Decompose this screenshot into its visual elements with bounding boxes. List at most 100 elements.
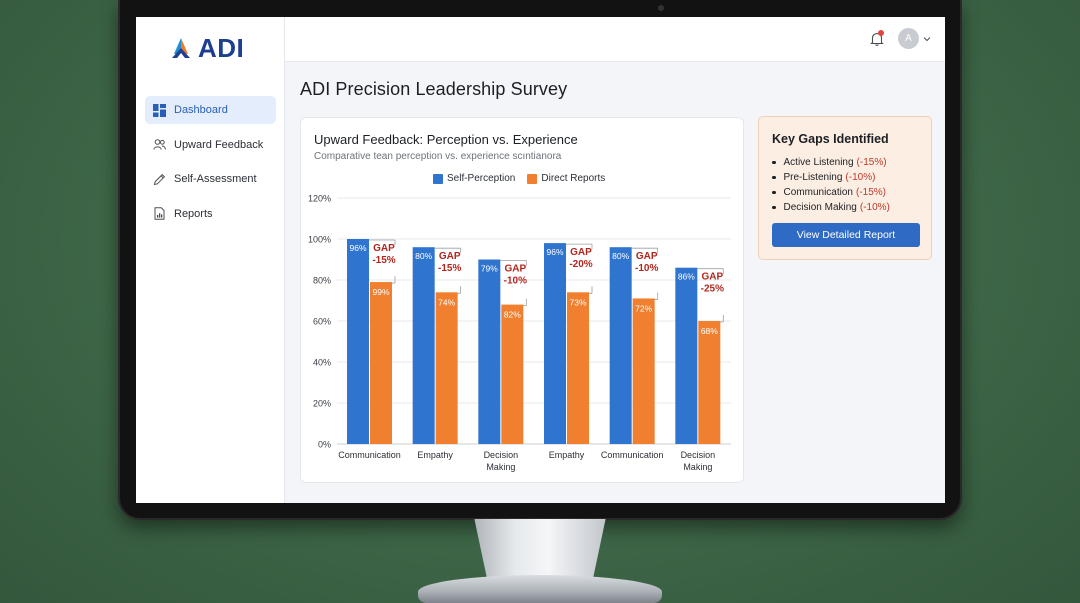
report-icon (154, 207, 165, 220)
gap-label: GAP (504, 264, 526, 275)
data-label-direct-reports: 72% (635, 303, 652, 313)
webcam (658, 5, 664, 11)
brand-logo[interactable]: ADI (168, 33, 244, 64)
legend-swatch (433, 173, 443, 184)
gap-bracket (500, 260, 527, 306)
legend-swatch (527, 173, 538, 184)
gap-pct: (-10%) (845, 172, 876, 183)
dashboard-icon (153, 103, 166, 117)
sidebar: ADI Dashboard Upward Feedbac (136, 17, 285, 503)
bar-direct-reports (632, 298, 655, 444)
legend-item-direct-reports[interactable]: Direct Reports (527, 173, 605, 184)
x-tick-label: Empathy (549, 450, 585, 460)
sidebar-nav: Dashboard Upward Feedback Self-Assessmen… (145, 96, 276, 234)
bar-direct-reports (567, 292, 589, 444)
gap-pct: (-15%) (855, 187, 886, 198)
chevron-down-icon[interactable] (923, 35, 931, 43)
legend-item-self-perception[interactable]: Self-Perception (433, 173, 515, 184)
data-label-self-perception: 86% (678, 272, 695, 282)
data-label-self-perception: 80% (612, 251, 629, 261)
chart-card: Upward Feedback: Perception vs. Experien… (300, 117, 744, 483)
data-label-direct-reports: 68% (701, 326, 718, 336)
brand-name: ADI (198, 33, 245, 63)
gap-value: -10% (504, 276, 527, 287)
data-label-self-perception: 96% (349, 243, 366, 253)
key-gaps-card: Key Gaps Identified Active Listening (-15… (758, 116, 932, 260)
x-tick-label: Communication (601, 450, 664, 460)
list-item: Active Listening (-15%) (772, 155, 890, 170)
sidebar-item-label: Upward Feedback (174, 138, 264, 151)
chart-subtitle: Comparative tean perception vs. experien… (314, 151, 562, 162)
monitor-base (418, 575, 662, 603)
sidebar-item-label: Self-Assessment (174, 173, 257, 185)
gap-value: -15% (438, 263, 461, 274)
sidebar-item-reports[interactable]: Reports (145, 200, 276, 228)
bullet (772, 190, 776, 195)
bar-chart: 0%20%40%60%80%100%120%96%99%GAP-15%Commu… (308, 194, 731, 472)
gap-bracket (697, 268, 724, 323)
gap-bracket (434, 247, 462, 294)
bar-direct-reports (370, 282, 392, 444)
notification-badge (878, 30, 884, 36)
x-tick-label: Decision (484, 450, 519, 460)
top-bar: A (285, 17, 945, 62)
page-title: ADI Precision Leadership Survey (300, 79, 568, 99)
list-item: Decision Making (-10%) (772, 200, 890, 215)
x-tick-label: Decision (681, 450, 716, 460)
gap-value: -10% (635, 263, 658, 274)
adi-logo-icon (172, 37, 190, 58)
key-gaps-title: Key Gaps Identified (772, 132, 889, 146)
sidebar-item-label: Dashboard (174, 104, 228, 116)
bell-icon[interactable] (869, 31, 885, 47)
screen: ADI Dashboard Upward Feedbac (136, 17, 945, 503)
data-label-self-perception: 79% (481, 264, 498, 274)
data-label-direct-reports: 82% (504, 310, 521, 320)
sidebar-item-self-assessment[interactable]: Self-Assessment (145, 165, 276, 193)
key-gaps-list: Active Listening (-15%) Pre-Listening (-10… (772, 155, 890, 215)
gap-label: GAP (636, 251, 658, 262)
list-item: Communication (-15%) (772, 185, 890, 200)
bar-direct-reports (501, 304, 524, 444)
monitor-stand (474, 519, 606, 581)
data-label-self-perception: 80% (415, 251, 432, 261)
view-detailed-report-button[interactable]: View Detailed Report (772, 223, 920, 247)
gap-label: GAP (570, 247, 592, 258)
bar-self-perception (544, 243, 566, 444)
bar-direct-reports (435, 292, 458, 444)
gap-name: Communication (783, 187, 853, 198)
gap-label: GAP (439, 251, 461, 262)
gap-pct: (-10%) (859, 202, 890, 213)
bullet (772, 160, 776, 165)
sidebar-item-upward-feedback[interactable]: Upward Feedback (145, 131, 276, 159)
sidebar-item-dashboard[interactable]: Dashboard (145, 96, 276, 124)
y-tick-label: 60% (313, 317, 331, 327)
gap-bracket (566, 243, 593, 294)
bar-self-perception (478, 259, 501, 444)
bar-self-perception (412, 247, 435, 444)
bullet (772, 175, 776, 180)
bar-self-perception (347, 239, 369, 444)
y-tick-label: 0% (318, 440, 331, 450)
data-label-self-perception: 96% (546, 247, 563, 257)
data-label-direct-reports: 99% (372, 287, 389, 297)
users-icon (153, 139, 166, 150)
data-label-direct-reports: 73% (569, 297, 586, 307)
x-tick-label: Empathy (417, 450, 453, 460)
y-tick-label: 80% (313, 276, 331, 286)
gap-name: Pre-Listening (783, 172, 843, 183)
bullet (772, 205, 776, 210)
gap-label: GAP (373, 243, 395, 254)
legend-label: Direct Reports (541, 173, 606, 184)
bar-self-perception (609, 247, 632, 444)
y-tick-label: 20% (313, 399, 331, 409)
gap-name: Active Listening (783, 157, 854, 168)
gap-bracket (631, 247, 659, 300)
sidebar-item-label: Reports (174, 207, 213, 220)
x-tick-label: Communication (338, 450, 401, 460)
chart-legend: Self-Perception Direct Reports (433, 173, 605, 184)
chart-title: Upward Feedback: Perception vs. Experien… (314, 132, 578, 147)
x-tick-label: Making (486, 462, 515, 472)
gap-label: GAP (701, 272, 723, 283)
gap-value: -15% (372, 255, 395, 266)
avatar[interactable]: A (898, 28, 919, 49)
